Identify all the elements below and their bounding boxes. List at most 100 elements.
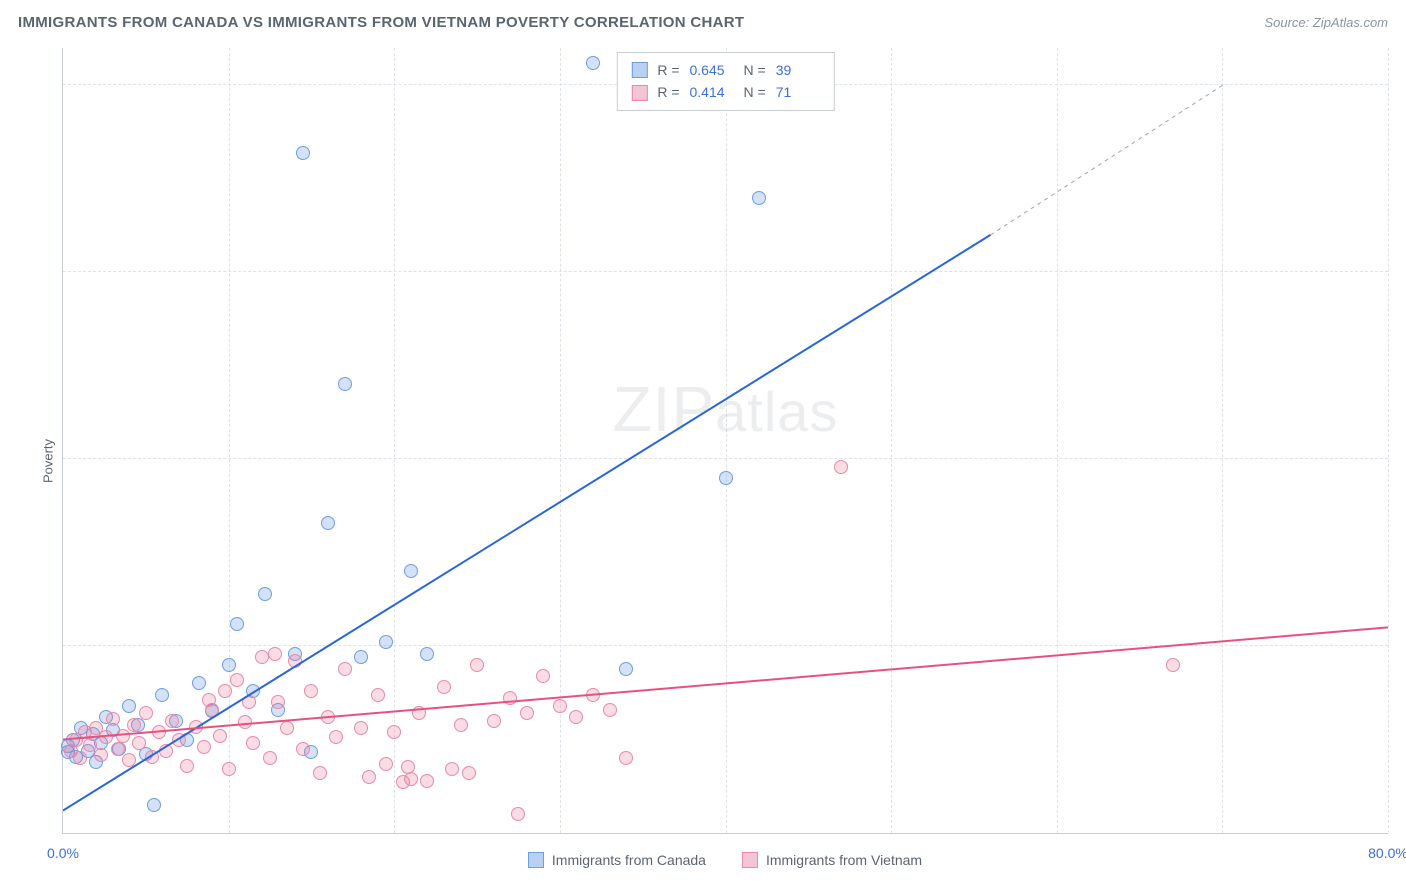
data-point <box>111 742 125 756</box>
data-point <box>462 766 476 780</box>
data-point <box>338 377 352 391</box>
ytick-label: 75.0% <box>1398 248 1406 264</box>
swatch-canada <box>631 62 647 78</box>
data-point <box>192 676 206 690</box>
data-point <box>152 725 166 739</box>
data-point <box>222 658 236 672</box>
data-point <box>553 699 567 713</box>
data-point <box>338 662 352 676</box>
data-point <box>313 766 327 780</box>
n-label: N = <box>744 81 766 103</box>
data-point <box>470 658 484 672</box>
r-value-canada: 0.645 <box>690 59 734 81</box>
data-point <box>122 699 136 713</box>
data-point <box>222 762 236 776</box>
n-value-vietnam: 71 <box>776 81 820 103</box>
data-point <box>127 718 141 732</box>
data-point <box>387 725 401 739</box>
data-point <box>165 714 179 728</box>
data-point <box>412 706 426 720</box>
data-point <box>536 669 550 683</box>
legend-stats-row-canada: R = 0.645 N = 39 <box>631 59 819 81</box>
data-point <box>268 647 282 661</box>
data-point <box>230 673 244 687</box>
data-point <box>99 730 113 744</box>
n-label: N = <box>744 59 766 81</box>
data-point <box>271 695 285 709</box>
gridline-v <box>560 48 561 833</box>
plot-area: ZIPatlas R = 0.645 N = 39 R = 0.414 N = … <box>62 48 1388 834</box>
gridline-v <box>1057 48 1058 833</box>
data-point <box>255 650 269 664</box>
data-point <box>329 730 343 744</box>
gridline-v <box>891 48 892 833</box>
y-axis-label: Poverty <box>41 439 56 483</box>
legend-label-vietnam: Immigrants from Vietnam <box>766 852 922 868</box>
data-point <box>834 460 848 474</box>
data-point <box>116 729 130 743</box>
data-point <box>202 693 216 707</box>
data-point <box>454 718 468 732</box>
data-point <box>280 721 294 735</box>
data-point <box>520 706 534 720</box>
ytick-label: 100.0% <box>1398 61 1406 77</box>
data-point <box>132 736 146 750</box>
source-attribution: Source: ZipAtlas.com <box>1264 15 1388 30</box>
data-point <box>147 798 161 812</box>
gridline-v <box>229 48 230 833</box>
data-point <box>371 688 385 702</box>
watermark-atlas: atlas <box>715 380 838 443</box>
data-point <box>420 774 434 788</box>
data-point <box>213 729 227 743</box>
data-point <box>619 751 633 765</box>
data-point <box>354 650 368 664</box>
watermark-zip: ZIP <box>613 373 716 445</box>
data-point <box>437 680 451 694</box>
data-point <box>180 759 194 773</box>
swatch-vietnam-bottom <box>742 852 758 868</box>
swatch-vietnam <box>631 85 647 101</box>
data-point <box>420 647 434 661</box>
data-point <box>511 807 525 821</box>
n-value-canada: 39 <box>776 59 820 81</box>
data-point <box>258 587 272 601</box>
data-point <box>73 751 87 765</box>
data-point <box>218 684 232 698</box>
data-point <box>172 733 186 747</box>
data-point <box>159 744 173 758</box>
data-point <box>619 662 633 676</box>
data-point <box>752 191 766 205</box>
data-point <box>321 516 335 530</box>
data-point <box>288 654 302 668</box>
data-point <box>404 772 418 786</box>
chart-container: Poverty ZIPatlas R = 0.645 N = 39 R = 0.… <box>18 48 1388 874</box>
ytick-label: 25.0% <box>1398 622 1406 638</box>
data-point <box>296 146 310 160</box>
data-point <box>603 703 617 717</box>
ytick-label: 50.0% <box>1398 435 1406 451</box>
legend-label-canada: Immigrants from Canada <box>552 852 706 868</box>
data-point <box>569 710 583 724</box>
gridline-v <box>1388 48 1389 833</box>
data-point <box>230 617 244 631</box>
data-point <box>321 710 335 724</box>
data-point <box>139 706 153 720</box>
legend-bottom: Immigrants from Canada Immigrants from V… <box>62 852 1388 868</box>
data-point <box>586 56 600 70</box>
data-point <box>296 742 310 756</box>
data-point <box>503 691 517 705</box>
data-point <box>404 564 418 578</box>
legend-item-vietnam: Immigrants from Vietnam <box>742 852 922 868</box>
data-point <box>487 714 501 728</box>
data-point <box>242 695 256 709</box>
chart-title: IMMIGRANTS FROM CANADA VS IMMIGRANTS FRO… <box>18 14 744 31</box>
data-point <box>197 740 211 754</box>
data-point <box>586 688 600 702</box>
data-point <box>401 760 415 774</box>
gridline-v <box>1222 48 1223 833</box>
swatch-canada-bottom <box>528 852 544 868</box>
data-point <box>719 471 733 485</box>
data-point <box>106 712 120 726</box>
r-label: R = <box>657 81 679 103</box>
data-point <box>189 720 203 734</box>
